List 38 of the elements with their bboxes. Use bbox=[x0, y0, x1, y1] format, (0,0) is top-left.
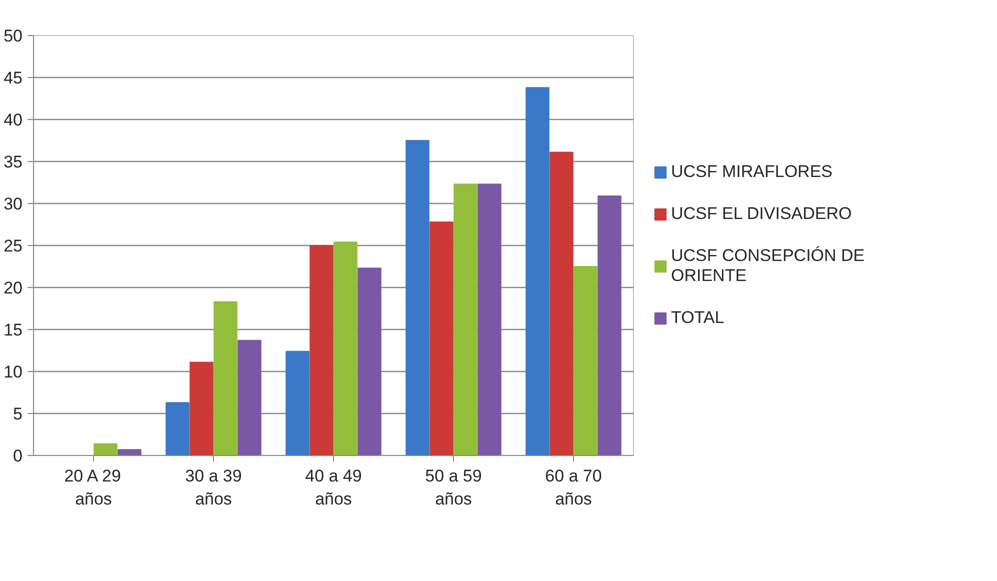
y-tick-label: 25 bbox=[4, 236, 23, 256]
y-tick-label: 0 bbox=[13, 446, 23, 466]
x-tick-label: 20 A 29 años bbox=[64, 466, 121, 508]
bar bbox=[94, 443, 118, 456]
bar bbox=[214, 301, 238, 456]
y-tick-label: 45 bbox=[4, 68, 23, 88]
bar bbox=[430, 221, 454, 456]
y-tick-label: 35 bbox=[4, 152, 23, 172]
bar bbox=[358, 268, 382, 456]
y-tick-label: 20 bbox=[4, 278, 23, 298]
x-tick-label: 30 a 39 años bbox=[185, 466, 242, 508]
bar bbox=[478, 184, 502, 456]
bar bbox=[118, 449, 142, 456]
x-tick-label: 50 a 59 años bbox=[425, 466, 482, 508]
bar bbox=[574, 266, 598, 456]
legend-label: UCSF EL DIVISADERO bbox=[671, 204, 852, 224]
legend-label: UCSF MIRAFLORES bbox=[671, 162, 833, 182]
bar bbox=[166, 402, 190, 456]
x-tick-label: 60 a 70 años bbox=[545, 466, 602, 508]
y-tick-label: 15 bbox=[4, 320, 23, 340]
bar bbox=[550, 152, 574, 456]
y-tick-label: 10 bbox=[4, 362, 23, 382]
bar bbox=[334, 242, 358, 456]
bar bbox=[238, 340, 262, 456]
y-tick-label: 5 bbox=[13, 404, 23, 424]
y-tick-label: 40 bbox=[4, 110, 23, 130]
bar bbox=[310, 245, 334, 456]
x-tick-label: 40 a 49 años bbox=[305, 466, 362, 508]
bar bbox=[286, 350, 310, 456]
bar bbox=[406, 140, 430, 456]
y-tick-label: 30 bbox=[4, 194, 23, 214]
y-tick-label: 50 bbox=[4, 26, 23, 46]
bar bbox=[526, 87, 550, 456]
bar bbox=[454, 184, 478, 456]
bar bbox=[598, 195, 622, 456]
bar bbox=[190, 362, 214, 456]
legend-label: UCSF CONSEPCIÓN DE ORIENTE bbox=[671, 246, 865, 286]
legend-label: TOTAL bbox=[671, 308, 724, 328]
